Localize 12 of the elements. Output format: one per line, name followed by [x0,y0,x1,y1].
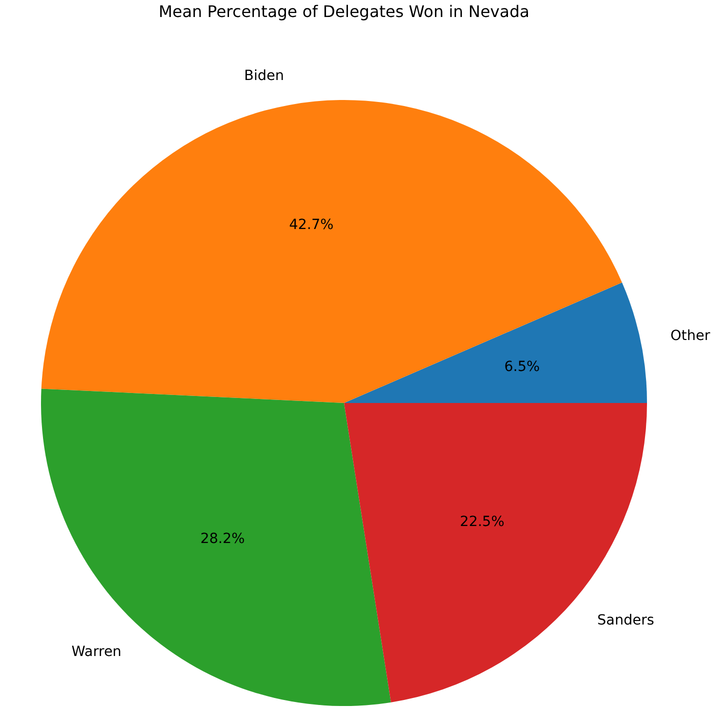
data-label: 28.2% [200,531,245,548]
data-label: 22.5% [460,514,504,530]
pie-slice [41,100,622,403]
data-label: 42.7% [289,217,334,234]
slice-label: Warren [71,644,122,660]
pie-slice [41,388,391,706]
chart-title: Mean Percentage of Delegates Won in Nevada [158,2,530,21]
slice-label: Sanders [597,612,654,629]
slice-label: Biden [244,68,284,84]
pie-slice [344,282,647,403]
data-label: 6.5% [504,358,540,375]
slice-label: Other [670,328,710,344]
